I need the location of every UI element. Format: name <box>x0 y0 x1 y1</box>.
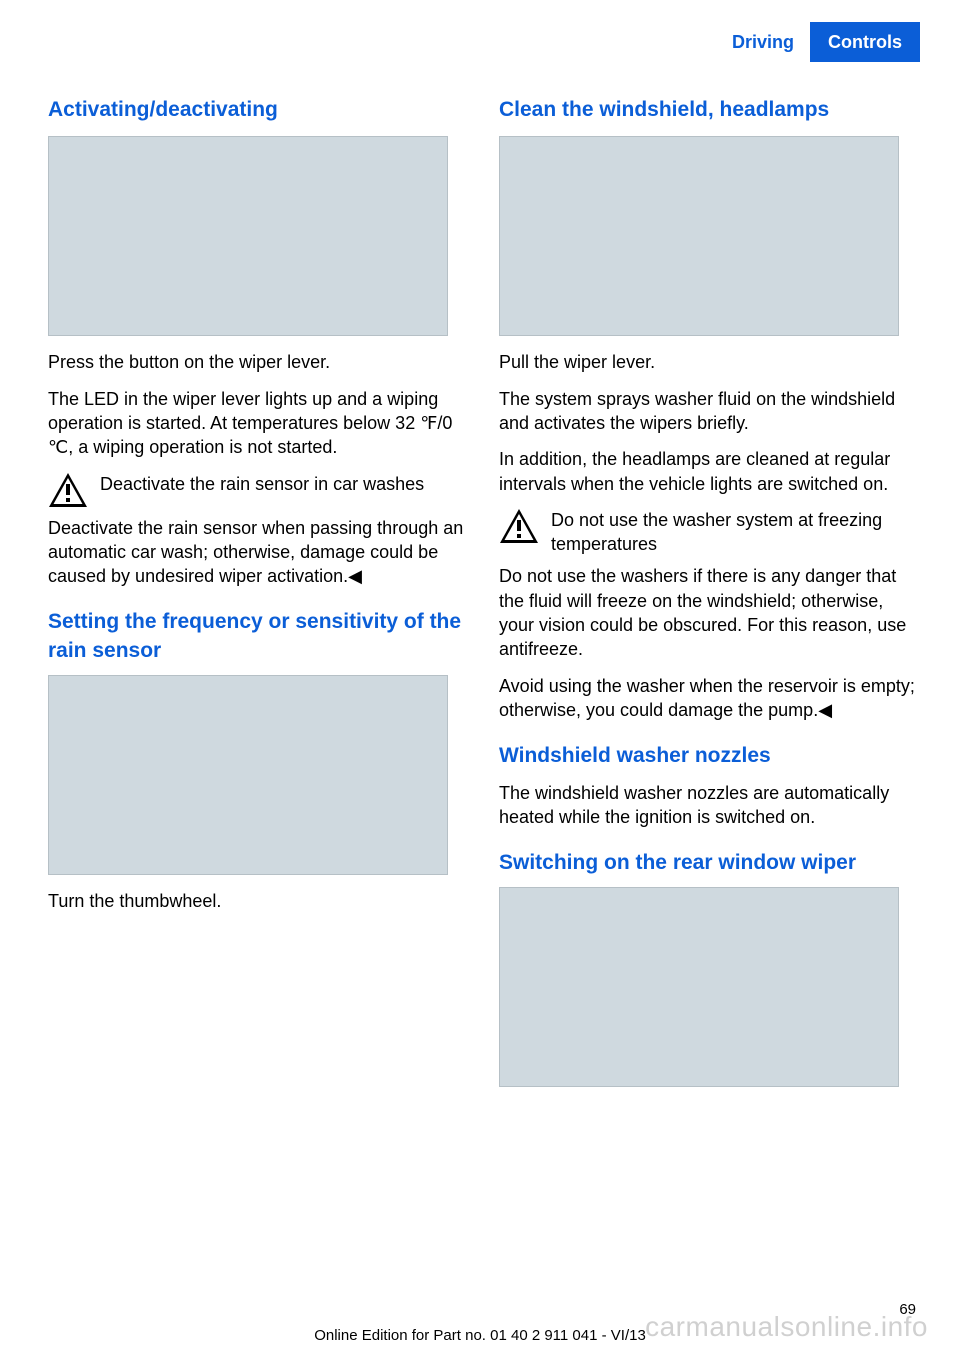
figure-rear-wiper <box>499 887 899 1087</box>
text-turn-thumbwheel: Turn the thumbwheel. <box>48 889 469 913</box>
warning-title: Deactivate the rain sensor in car washes <box>100 474 424 494</box>
figure-thumbwheel <box>48 675 448 875</box>
text-spray: The system sprays washer fluid on the wi… <box>499 387 920 436</box>
text-headlamps: In addition, the headlamps are cleaned a… <box>499 447 920 496</box>
header-section: Driving <box>716 22 810 62</box>
figure-wiper-button <box>48 136 448 336</box>
right-column: Clean the windshield, headlamps Pull the… <box>499 96 920 1302</box>
warning-title: Do not use the washer system at freezing… <box>551 510 882 554</box>
heading-activating: Activating/deactivating <box>48 96 469 124</box>
heading-clean-windshield: Clean the windshield, headlamps <box>499 96 920 124</box>
warning-icon <box>499 508 539 544</box>
header-chapter: Controls <box>810 22 920 62</box>
warning-icon <box>48 472 88 508</box>
warning-text: Do not use the washer system at freezing… <box>551 508 920 557</box>
warning-freezing: Do not use the washer system at freezing… <box>499 508 920 557</box>
warning-body-1: Do not use the washers if there is any d… <box>499 564 920 661</box>
watermark: carmanualsonline.info <box>645 1308 928 1346</box>
text-pull-lever: Pull the wiper lever. <box>499 350 920 374</box>
header: Driving Controls <box>716 22 920 62</box>
text-nozzles: The windshield washer nozzles are automa… <box>499 781 920 830</box>
footer-edition: Online Edition for Part no. 01 40 2 911 … <box>314 1326 646 1346</box>
warning-carwash: Deactivate the rain sensor in car washes <box>48 472 469 508</box>
warning-body-2: Avoid using the washer when the reservoi… <box>499 674 920 723</box>
figure-pull-lever <box>499 136 899 336</box>
left-column: Activating/deactivating Press the button… <box>48 96 469 1302</box>
text-led: The LED in the wiper lever lights up and… <box>48 387 469 460</box>
warning-body: Deactivate the rain sensor when passing … <box>48 516 469 589</box>
heading-nozzles: Windshield washer nozzles <box>499 742 920 770</box>
page-content: Activating/deactivating Press the button… <box>48 96 920 1302</box>
heading-setting-sensitivity: Setting the frequency or sensitivity of … <box>48 608 469 665</box>
warning-text: Deactivate the rain sensor in car washes <box>100 472 469 496</box>
text-press-button: Press the button on the wiper lever. <box>48 350 469 374</box>
heading-rear-wiper: Switching on the rear window wiper <box>499 849 920 877</box>
